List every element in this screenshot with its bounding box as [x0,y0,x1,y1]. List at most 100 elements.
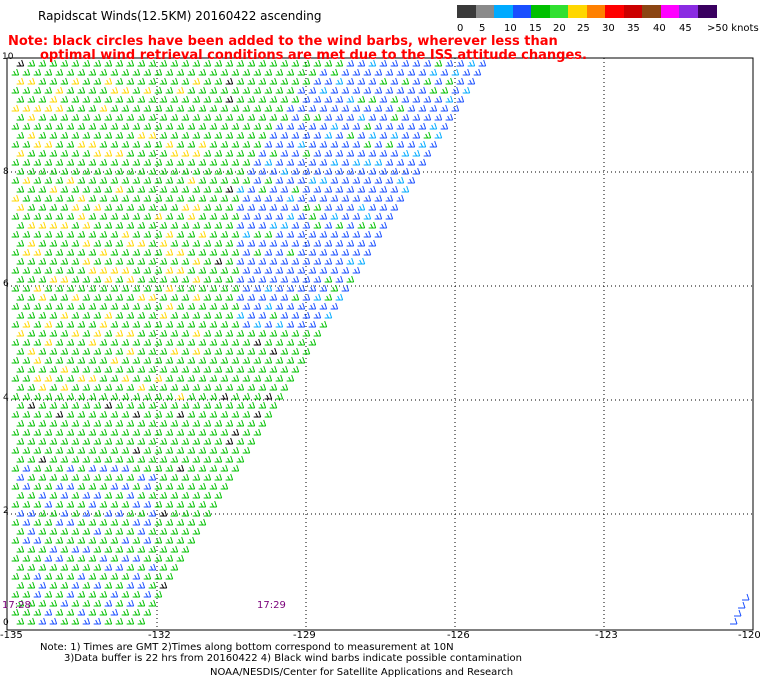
wind-barb [187,230,196,238]
wind-barb [137,347,146,355]
wind-barb [22,122,31,130]
wind-barb [82,113,91,121]
wind-barb [269,131,278,139]
wind-barb [203,455,212,463]
wind-barb [154,500,163,508]
wind-barb [132,392,141,400]
wind-barb [225,419,234,427]
wind-barb [286,158,295,166]
wind-barb [88,140,97,148]
wind-barb [16,113,25,121]
wind-barb [473,68,482,76]
wind-barb [264,194,273,202]
wind-barb [121,122,130,130]
wind-barb [44,122,53,130]
wind-barb [49,113,58,121]
wind-barb [148,131,157,139]
wind-barb [165,446,174,454]
wind-barb [253,266,262,274]
wind-barb [198,518,207,526]
wind-barb [291,329,300,337]
wind-barb [132,500,141,508]
wind-barb [93,167,102,175]
wind-barb [137,455,146,463]
wind-barb [126,419,135,427]
wind-barb [143,608,152,616]
wind-barb [313,113,322,121]
wind-barb [66,284,75,292]
wind-barb [143,500,152,508]
wind-barb [154,446,163,454]
wind-barb [390,59,399,67]
wind-barb [148,257,157,265]
wind-barb [451,86,460,94]
wind-barb [143,86,152,94]
wind-barb [286,320,295,328]
wind-barb [82,293,91,301]
wind-barb [192,491,201,499]
wind-barb [33,158,42,166]
wind-barb [308,86,317,94]
wind-barb [286,104,295,112]
wind-barb [121,176,130,184]
wind-barb [280,203,289,211]
wind-barb [203,203,212,211]
wind-barb [280,167,289,175]
wind-barb [236,221,245,229]
wind-barb [49,149,58,157]
wind-barb [60,545,69,553]
wind-barb [434,113,443,121]
wind-barb [143,230,152,238]
wind-barb [297,212,306,220]
lon-label-126w: -126 [447,630,470,641]
wind-barb [324,293,333,301]
wind-barb [16,221,25,229]
wind-barb [60,437,69,445]
wind-barb [159,455,168,463]
wind-barb [55,608,64,616]
wind-barb [220,176,229,184]
wind-barb [16,455,25,463]
wind-barb [291,149,300,157]
wind-barb [137,365,146,373]
wind-barb [214,113,223,121]
wind-barb [275,176,284,184]
wind-barb [121,572,130,580]
wind-barb [82,77,91,85]
wind-barb [82,383,91,391]
wind-barb [60,311,69,319]
wind-barb [181,95,190,103]
wind-barb [401,185,410,193]
wind-barb [93,437,102,445]
wind-barb [33,500,42,508]
wind-barb [132,212,141,220]
wind-barb [275,248,284,256]
wind-barb [16,311,25,319]
wind-barb [82,473,91,481]
wind-barb [236,239,245,247]
wind-barb [38,617,47,625]
wind-barb [313,257,322,265]
wind-barb [82,581,91,589]
wind-barb [110,464,119,472]
wind-barb [93,311,102,319]
wind-barb [187,302,196,310]
wind-barb [170,329,179,337]
wind-barb [137,509,146,517]
wind-barb [236,293,245,301]
wind-barb [88,320,97,328]
wind-barb [308,266,317,274]
wind-barb [71,329,80,337]
wind-barb [126,203,135,211]
wind-barb [110,194,119,202]
wind-barb [77,518,86,526]
wind-barb [269,365,278,373]
wind-barb [44,176,53,184]
wind-barb [181,131,190,139]
wind-barb [66,374,75,382]
wind-barb [297,266,306,274]
wind-barb [313,221,322,229]
wind-barb [22,554,31,562]
wind-barb [330,140,339,148]
wind-barb [302,239,311,247]
